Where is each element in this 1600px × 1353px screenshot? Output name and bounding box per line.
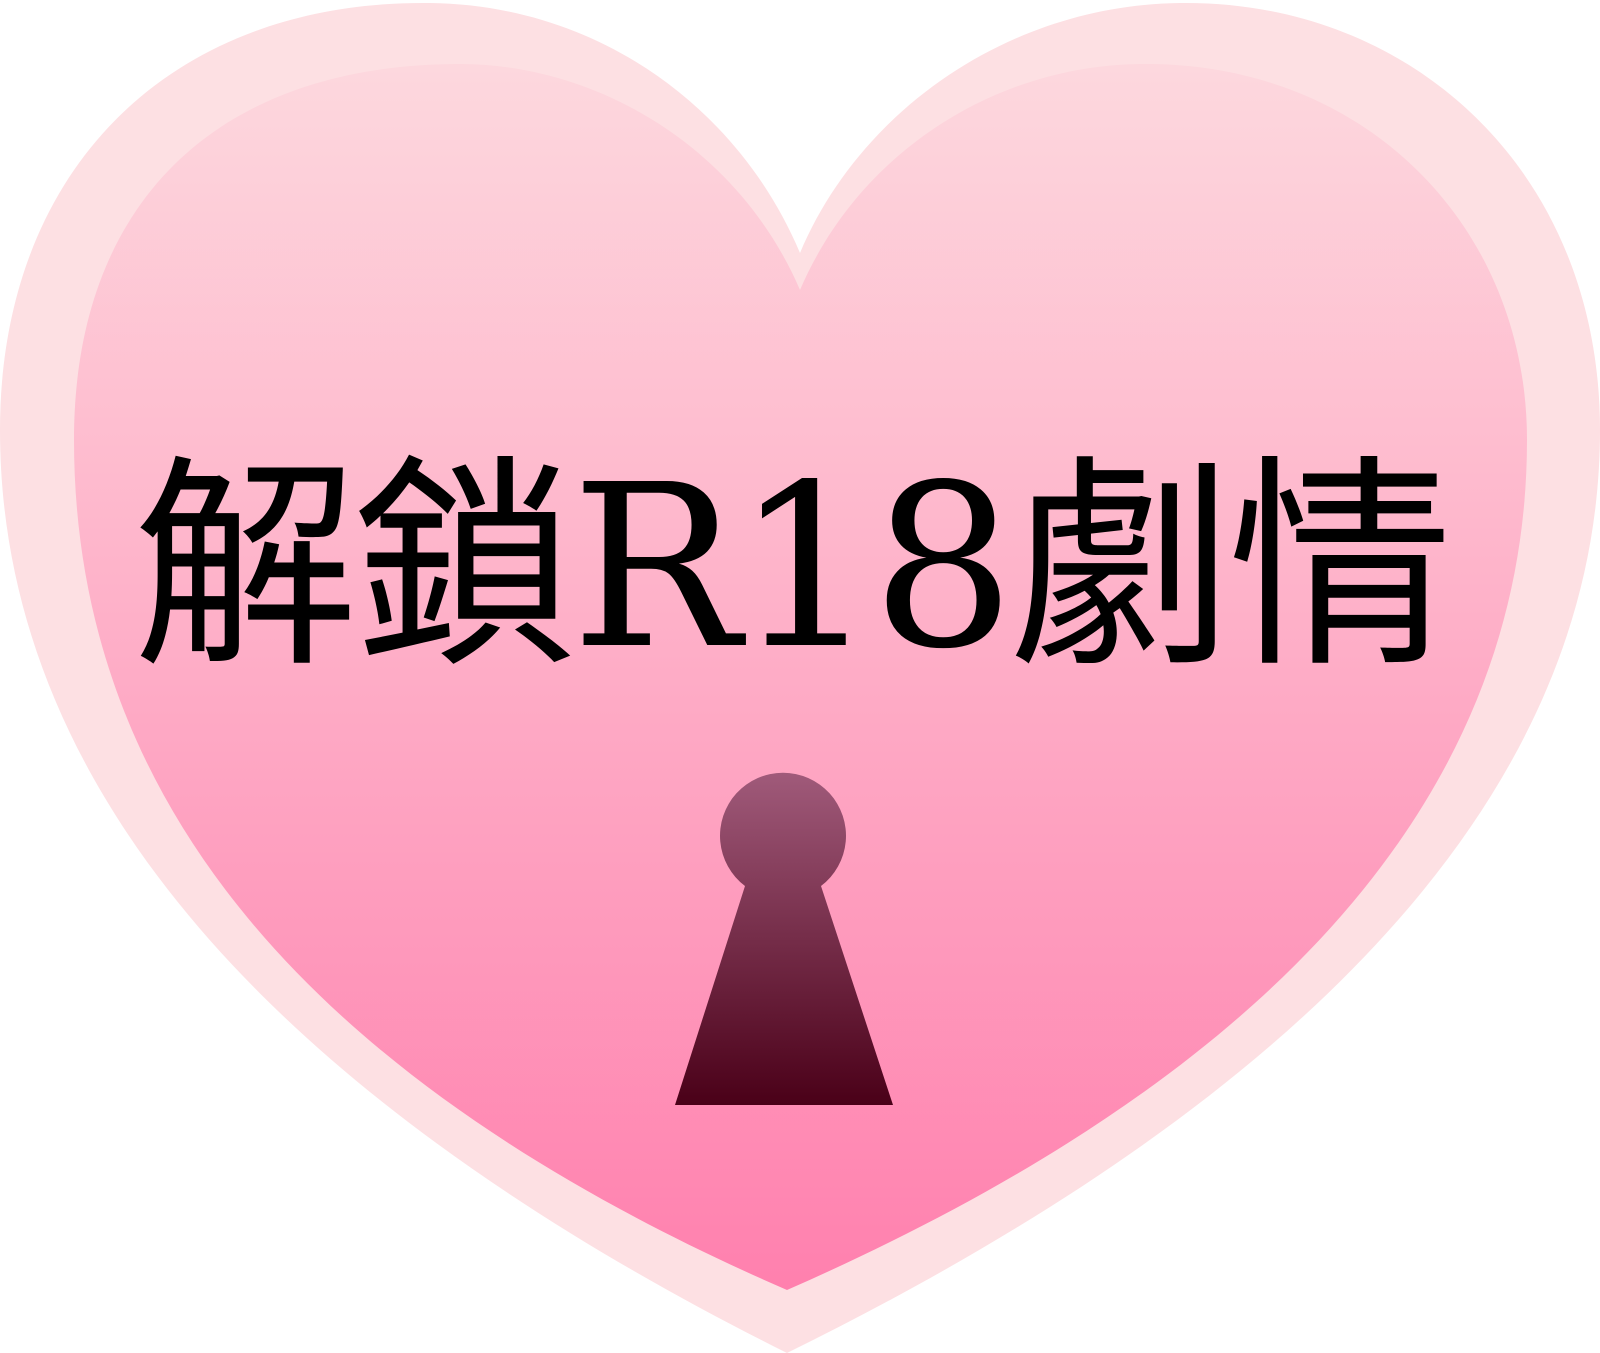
unlock-r18-title: 解鎖R18劇情 [133, 436, 1453, 699]
heart-inner-icon [74, 63, 1527, 1291]
keyhole-icon [675, 772, 893, 1105]
